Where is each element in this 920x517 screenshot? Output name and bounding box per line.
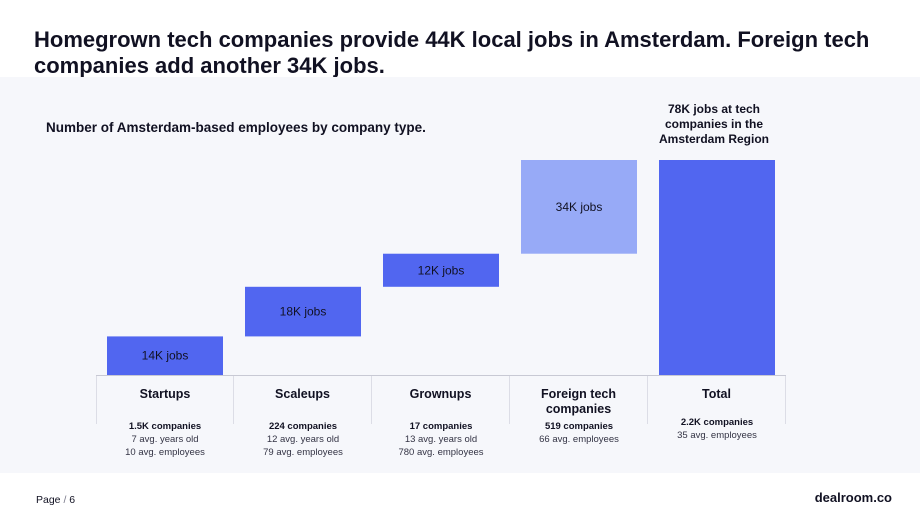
info-scaleups: 224 companies 12 avg. years old 79 avg. … [234,420,372,459]
info-foreign: 519 companies 66 avg. employees [510,420,648,446]
bar-grownups [383,253,499,287]
bar-value-label: 34K jobs [556,200,603,214]
category-row: Startups Scaleups Grownups Foreign tech … [96,376,786,424]
total-annotation: 78K jobs at tech companies in the Amster… [658,102,770,146]
bar-total [659,160,775,375]
info-startups: 1.5K companies 7 avg. years old 10 avg. … [96,420,234,459]
company-count: 2.2K companies [680,417,754,428]
category-foreign: Foreign tech companies [510,376,648,424]
category-total: Total [648,376,786,424]
page-number: Page / 6 [36,494,76,506]
info-total: 2.2K companies 35 avg. employees [648,416,786,442]
company-count: 1.5K companies [128,421,202,432]
category-grownups: Grownups [372,376,510,424]
page-label: Page [36,494,61,506]
info-line: 35 avg. employees [677,430,757,441]
info-line: 780 avg. employees [398,447,484,458]
bar-value-label: 12K jobs [418,263,465,277]
page-title: Homegrown tech companies provide 44K loc… [34,27,870,78]
bar-value-label: 14K jobs [142,349,189,363]
brand-logo: dealroom.co [814,490,892,505]
info-grownups: 17 companies 13 avg. years old 780 avg. … [372,420,510,459]
company-count: 224 companies [268,421,338,432]
info-line: 7 avg. years old [131,434,199,445]
info-line: 66 avg. employees [539,434,619,445]
info-line: 12 avg. years old [266,434,340,445]
category-startups: Startups [96,376,234,424]
bar-value-label: 18K jobs [280,305,327,319]
info-line: 13 avg. years old [404,434,478,445]
company-count: 519 companies [544,421,614,432]
bar-foreign-tech-companies [521,160,637,254]
bar-startups [107,336,223,375]
category-scaleups: Scaleups [234,376,372,424]
page-number-value: 6 [69,494,76,506]
info-line: 79 avg. employees [263,447,343,458]
bar-scaleups [245,286,361,337]
info-line: 10 avg. employees [125,447,205,458]
chart-subtitle: Number of Amsterdam-based employees by c… [46,120,426,135]
company-count: 17 companies [409,421,473,432]
